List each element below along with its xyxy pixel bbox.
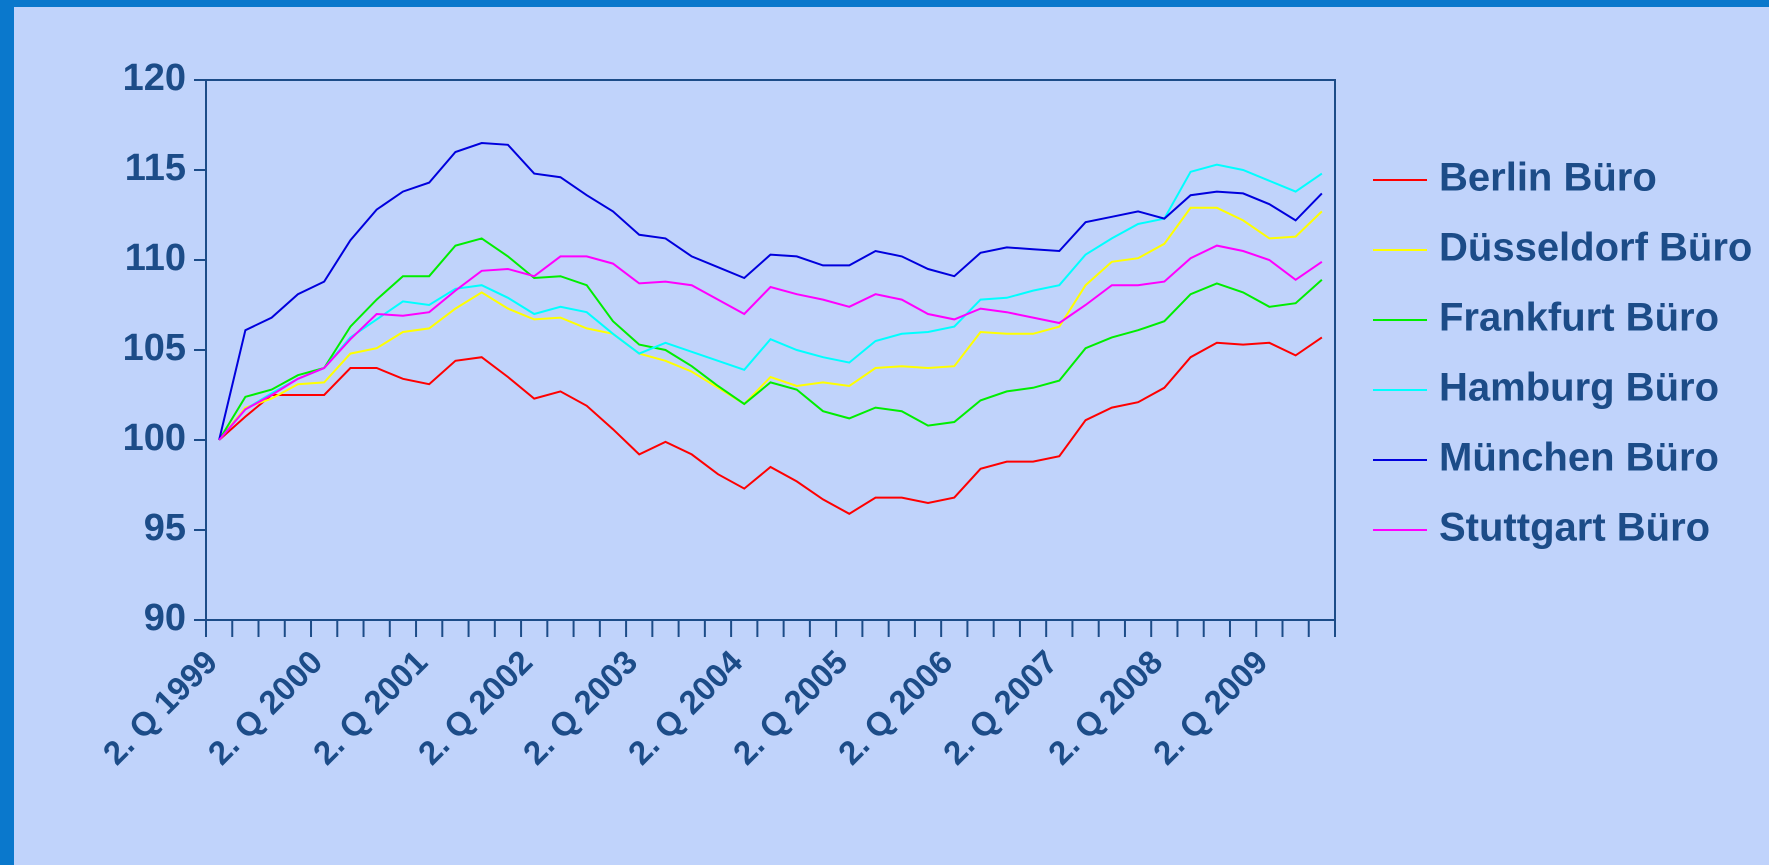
series-line bbox=[218, 206, 1323, 441]
series-line bbox=[218, 244, 1323, 441]
legend-label: Stuttgart Büro bbox=[1439, 506, 1710, 550]
legend-label: Düsseldorf Büro bbox=[1439, 226, 1752, 270]
legend-label: Frankfurt Büro bbox=[1439, 296, 1719, 340]
y-tick-label: 95 bbox=[144, 507, 186, 549]
y-tick-label: 110 bbox=[125, 237, 186, 279]
legend-label: München Büro bbox=[1439, 436, 1719, 480]
y-tick-label: 105 bbox=[123, 327, 186, 369]
legend-label: Hamburg Büro bbox=[1439, 366, 1719, 410]
series-line bbox=[218, 336, 1323, 515]
series-line bbox=[218, 141, 1323, 441]
y-tick-label: 115 bbox=[125, 147, 186, 189]
y-tick-label: 100 bbox=[123, 417, 186, 459]
series-line bbox=[218, 237, 1323, 441]
chart-background bbox=[14, 7, 1769, 865]
series-line bbox=[218, 163, 1323, 441]
y-tick-label: 90 bbox=[144, 597, 186, 639]
y-tick-label: 120 bbox=[123, 57, 186, 99]
legend-label: Berlin Büro bbox=[1439, 156, 1657, 200]
